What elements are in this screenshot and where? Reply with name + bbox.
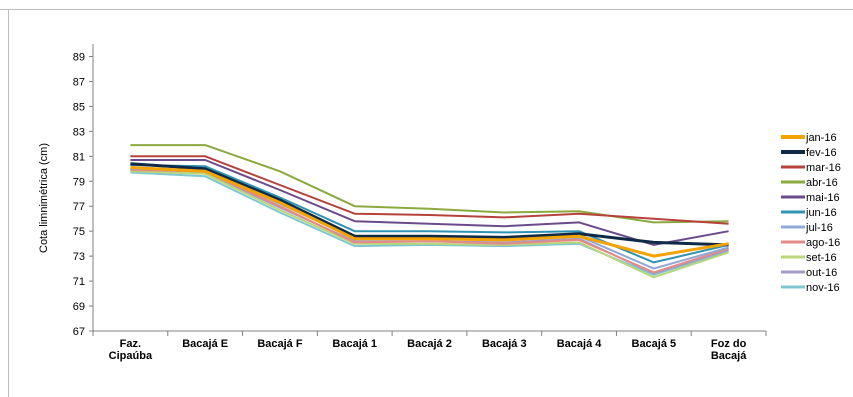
chart-frame-left-border <box>0 9 9 397</box>
y-tick-label: 81 <box>73 151 85 163</box>
series-line-jan-16 <box>130 166 729 258</box>
legend-label: jul-16 <box>805 222 833 234</box>
y-tick-label: 69 <box>73 301 85 313</box>
x-tick-label: Bacajá 4 <box>557 338 603 350</box>
y-axis-ticks: 67 69 71 73 75 77 79 81 83 85 87 89 <box>73 51 93 338</box>
legend-label: mar-16 <box>806 162 841 174</box>
y-axis-label: Cota limnimétrica (cm) <box>38 143 50 253</box>
y-tick-label: 71 <box>73 276 85 288</box>
x-tick-label: Bacajá E <box>182 338 228 350</box>
series-line-abr-16 <box>130 144 729 224</box>
legend-label: jan-16 <box>805 132 837 144</box>
legend-label: abr-16 <box>806 177 838 189</box>
y-tick-label: 83 <box>73 126 85 138</box>
legend-label: mai-16 <box>806 192 840 204</box>
legend-label: nov-16 <box>806 282 840 294</box>
x-axis-ticks: Faz. Cipaúba Bacajá E Bacajá F Bacajá 1 Bacaj… <box>92 331 767 362</box>
legend-label: jun-16 <box>805 207 837 219</box>
y-tick-label: 87 <box>73 76 85 88</box>
legend-label: set-16 <box>806 252 837 264</box>
series-line-fev-16 <box>130 162 729 247</box>
x-tick-label: Bacajá F <box>257 338 303 350</box>
y-tick-label: 85 <box>73 101 85 113</box>
y-tick-label: 77 <box>73 201 85 213</box>
x-tick-label: Faz. Cipaúba <box>109 338 153 362</box>
series-line-nov-16 <box>130 171 729 276</box>
x-tick-label: Foz do Bacajá <box>711 338 747 362</box>
y-tick-label: 89 <box>73 51 85 63</box>
chart-legend: jan-16 fev-16 mar-16 abr-16 mai-16 jun-16 jul-… <box>781 132 841 294</box>
chart-axes <box>92 44 766 332</box>
y-tick-label: 67 <box>73 326 85 338</box>
legend-label: ago-16 <box>806 237 840 249</box>
series-line-out-16 <box>130 169 729 275</box>
legend-label: out-16 <box>806 267 837 279</box>
series-line-set-16 <box>130 170 729 279</box>
series-lines <box>130 144 729 279</box>
legend-label: fev-16 <box>806 147 837 159</box>
x-tick-label: Bacajá 1 <box>332 338 377 350</box>
x-tick-label: Bacajá 3 <box>482 338 527 350</box>
x-tick-label: Bacajá 2 <box>407 338 452 350</box>
y-tick-label: 75 <box>73 226 85 238</box>
series-line-mar-16 <box>130 155 729 225</box>
y-tick-label: 73 <box>73 251 85 263</box>
series-line-jun-16 <box>130 164 729 264</box>
chart-frame-top-border <box>0 0 853 10</box>
series-line-mai-16 <box>130 159 729 246</box>
y-tick-label: 79 <box>73 176 85 188</box>
x-tick-label: Bacajá 5 <box>632 338 677 350</box>
